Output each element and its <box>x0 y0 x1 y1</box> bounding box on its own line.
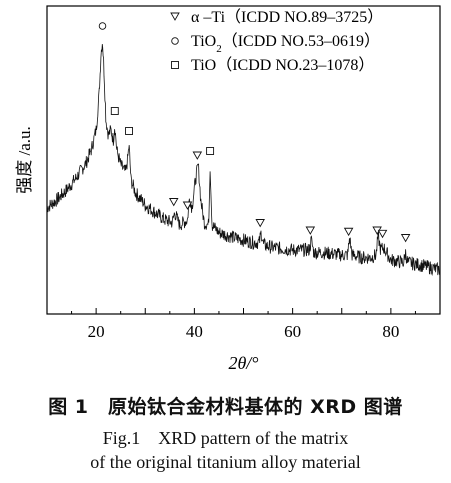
plot-frame <box>46 5 441 315</box>
peak-marker-square <box>125 127 133 135</box>
xrd-series-line-0 <box>46 44 440 277</box>
peak-markers <box>98 22 411 243</box>
peak-marker-square <box>110 107 119 115</box>
legend-symbol-square <box>171 61 179 69</box>
caption-english-line-1: Fig.1 XRD pattern of the matrix <box>102 428 349 448</box>
y-axis-label: 强度 /a.u. <box>15 126 34 194</box>
legend-entry-1: TiO2（ICDD NO.53–0619） <box>191 32 380 55</box>
axes: 20 40 60 80 2θ/° 强度 /a.u. <box>15 5 441 373</box>
legend-entry-2: TiO（ICDD NO.23–1078） <box>191 56 374 74</box>
peak-marker-circle <box>98 22 107 30</box>
series-lines <box>46 44 440 277</box>
peak-marker-triangle <box>168 198 179 207</box>
chart-canvas: 20 40 60 80 2θ/° 强度 /a.u. α –Ti（ICDD NO.89–37… <box>15 5 441 373</box>
legend-symbol-circle <box>171 37 179 45</box>
peak-marker-triangle <box>305 226 316 235</box>
caption-english-line-2: of the original titanium alloy material <box>90 452 361 472</box>
legend-entry-0: α –Ti（ICDD NO.89–3725） <box>191 8 383 26</box>
xrd-chart: 20 40 60 80 2θ/° 强度 /a.u. α –Ti（ICDD NO.89–37… <box>15 5 441 373</box>
peak-marker-triangle <box>192 151 203 160</box>
peak-marker-triangle <box>343 227 354 237</box>
peak-marker-triangle <box>377 229 388 239</box>
peak-marker-triangle <box>255 219 265 228</box>
caption-chinese: 图 1 原始钛合金材料基体的 XRD 图谱 <box>48 396 403 418</box>
legend-label: TiO <box>191 33 216 50</box>
x-tick-label: 60 <box>284 322 301 341</box>
legend-symbol-triangle <box>170 12 180 21</box>
legend-subscript: 2 <box>216 43 222 55</box>
x-tick-label: 40 <box>186 322 203 341</box>
legend-label: TiO（ICDD NO.23–1078） <box>191 56 374 74</box>
legend: α –Ti（ICDD NO.89–3725） TiO2（ICDD NO.53–06… <box>170 8 383 74</box>
peak-marker-square <box>206 147 215 155</box>
x-tick-label: 20 <box>88 322 105 341</box>
legend-suffix: （ICDD NO.53–0619） <box>222 32 380 50</box>
x-tick-label: 80 <box>382 322 399 341</box>
legend-label: α –Ti（ICDD NO.89–3725） <box>191 8 383 26</box>
x-axis-label: 2θ/° <box>228 353 258 373</box>
peak-marker-triangle <box>182 201 193 210</box>
peak-marker-triangle <box>400 234 411 243</box>
